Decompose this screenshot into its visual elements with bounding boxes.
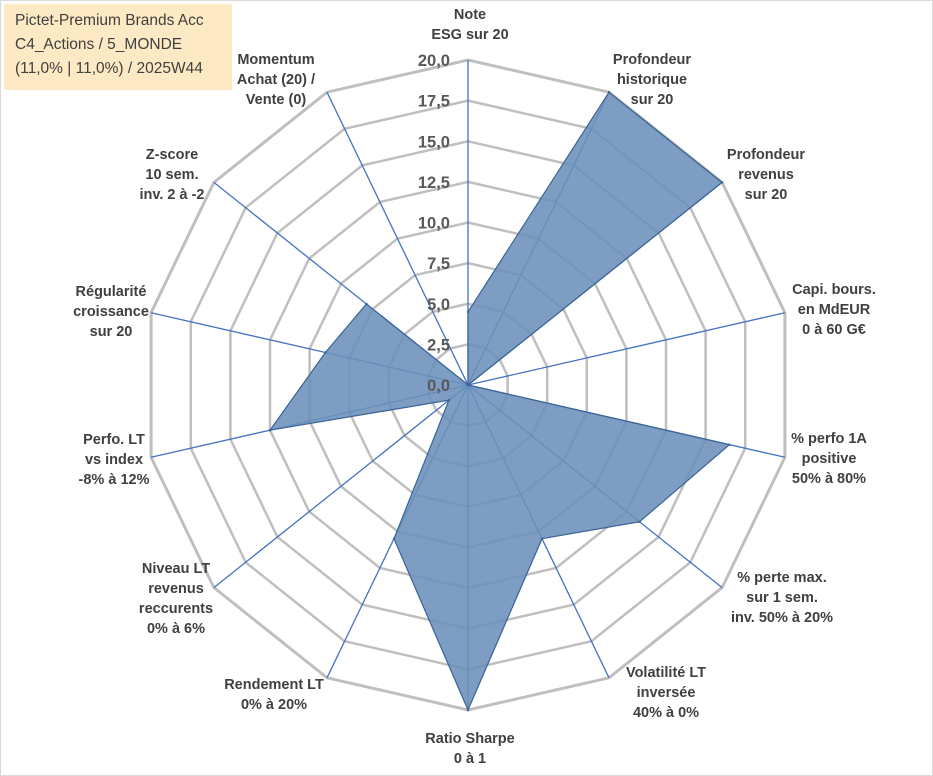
r-tick-label-0: 0,0: [427, 377, 450, 395]
axis-label-2-line-3: sur 20: [631, 92, 674, 108]
axis-label-3-line-1: Profondeur: [727, 147, 805, 163]
axis-label-9: Rendement LT 0% à 20%: [224, 677, 324, 713]
axis-label-4-line-2: en MdEUR: [798, 302, 871, 318]
axis-label-7: Volatilité LT inversée 40% à 0%: [626, 665, 706, 721]
axis-label-11-line-2: vs index: [85, 452, 143, 468]
axis-label-4-line-1: Capi. bours.: [792, 282, 876, 298]
r-tick-label-1: 2,5: [427, 336, 450, 354]
axis-label-13-line-1: Z-score: [146, 147, 198, 163]
axis-label-6-line-2: sur 1 sem.: [746, 590, 818, 606]
axis-label-7-line-3: 40% à 0%: [633, 705, 699, 721]
data-point-3: [720, 181, 724, 184]
axis-label-8-line-2: 0 à 1: [454, 751, 486, 767]
axis-label-6: % perte max. sur 1 sem. inv. 50% à 20%: [731, 570, 833, 626]
axis-label-12-line-3: sur 20: [90, 324, 133, 340]
title-line-2: C4_Actions / 5_MONDE: [15, 36, 183, 53]
axis-label-1: Note ESG sur 20: [431, 7, 508, 43]
axis-label-6-line-3: inv. 50% à 20%: [731, 610, 833, 626]
axis-label-6-line-1: % perte max.: [737, 570, 826, 586]
axis-spoke-14: [326, 91, 469, 386]
axis-label-3-line-2: revenus: [738, 167, 794, 183]
data-point-8: [466, 708, 470, 712]
axis-label-10-line-1: Niveau LT: [142, 561, 210, 577]
axis-spoke-4: [467, 312, 786, 386]
axis-label-14-line-1: Momentum: [237, 52, 314, 68]
axis-label-2-line-1: Profondeur: [613, 52, 691, 68]
r-tick-label-2: 5,0: [427, 296, 450, 314]
r-tick-label-7: 17,5: [418, 93, 450, 111]
data-point-12: [324, 351, 327, 354]
axis-label-14: Momentum Achat (20) / Vente (0): [237, 52, 315, 108]
title-line-1: Pictet-Premium Brands Acc: [15, 12, 204, 29]
data-point-2: [607, 91, 611, 94]
axis-label-13-line-2: 10 sem.: [145, 167, 198, 183]
axis-label-5-line-1: % perfo 1A: [791, 431, 867, 447]
axis-label-9-line-1: Rendement LT: [224, 677, 324, 693]
axis-label-2: Profondeur historique sur 20: [613, 52, 691, 108]
data-point-6: [638, 520, 641, 523]
data-point-13: [365, 302, 368, 306]
data-point-1: [466, 310, 470, 314]
axis-label-3: Profondeur revenus sur 20: [727, 147, 805, 203]
axis-label-5-line-2: positive: [802, 451, 857, 467]
axis-label-12: Régularité croissance sur 20: [73, 284, 149, 340]
axis-label-13-line-3: inv. 2 à -2: [139, 187, 204, 203]
data-point-11: [268, 429, 272, 432]
r-tick-label-6: 15,0: [418, 133, 450, 151]
axis-label-5: % perfo 1A positive 50% à 80%: [791, 431, 867, 487]
axis-label-12-line-1: Régularité: [76, 284, 147, 300]
axis-label-5-line-3: 50% à 80%: [792, 471, 866, 487]
axis-label-7-line-1: Volatilité LT: [626, 665, 706, 681]
data-point-14: [466, 383, 470, 387]
axis-spoke-10: [213, 384, 469, 589]
axis-label-7-line-2: inversée: [637, 685, 696, 701]
r-tick-label-4: 10,0: [418, 215, 450, 233]
r-tick-label-8: 20,0: [418, 52, 450, 70]
data-point-10: [447, 399, 451, 402]
axis-label-1-line-1: Note: [454, 7, 486, 23]
axis-label-14-line-2: Achat (20) /: [237, 72, 315, 88]
axis-label-11-line-3: -8% à 12%: [79, 472, 150, 488]
r-tick-label-3: 7,5: [427, 255, 450, 273]
axis-label-4: Capi. bours. en MdEUR 0 à 60 G€: [792, 282, 876, 338]
axis-label-14-line-3: Vente (0): [246, 92, 307, 108]
axis-label-13: Z-score 10 sem. inv. 2 à -2: [139, 147, 204, 203]
r-tick-label-5: 12,5: [418, 174, 450, 192]
axis-label-9-line-2: 0% à 20%: [241, 697, 307, 713]
axis-label-4-line-3: 0 à 60 G€: [802, 322, 866, 338]
data-point-7: [540, 537, 544, 540]
data-point-9: [392, 537, 396, 540]
axis-label-2-line-2: historique: [617, 72, 687, 88]
axis-label-12-line-2: croissance: [73, 304, 149, 320]
axis-label-1-line-2: ESG sur 20: [431, 27, 508, 43]
chart-title-box: Pictet-Premium Brands Acc C4_Actions / 5…: [4, 4, 232, 90]
axis-label-8-line-1: Ratio Sharpe: [425, 731, 514, 747]
axis-label-10-line-2: revenus: [148, 581, 204, 597]
data-point-5: [728, 443, 731, 446]
axis-label-11-line-1: Perfo. LT: [83, 432, 145, 448]
axis-label-10-line-3: reccurents: [139, 601, 213, 617]
axis-label-8: Ratio Sharpe 0 à 1: [425, 731, 514, 767]
axis-label-11: Perfo. LT vs index -8% à 12%: [79, 432, 150, 488]
axis-label-10-line-4: 0% à 6%: [147, 621, 205, 637]
axis-label-10: Niveau LT revenus reccurents 0% à 6%: [139, 561, 213, 637]
title-line-3: (11,0% | 11,0%) / 2025W44: [15, 60, 203, 77]
axis-label-3-line-3: sur 20: [745, 187, 788, 203]
